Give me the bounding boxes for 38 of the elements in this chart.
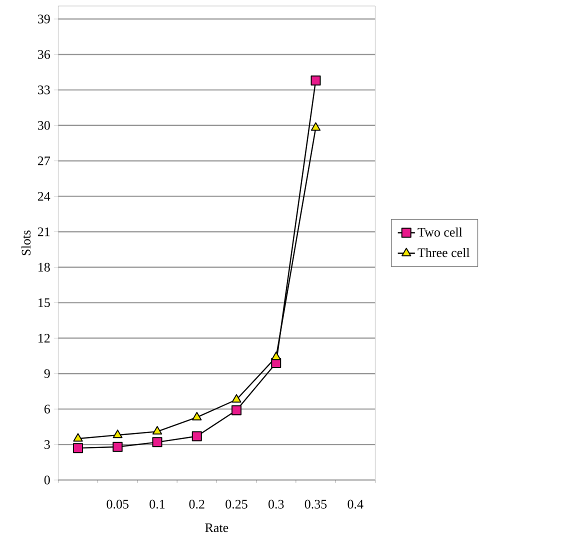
y-tick-label: 3 xyxy=(44,440,50,449)
point xyxy=(192,412,202,420)
y-tick-label: 18 xyxy=(38,262,50,272)
y-tick-label: 36 xyxy=(38,50,50,59)
y-tick-label: 0 xyxy=(44,476,50,484)
point xyxy=(271,352,281,360)
x-tick-label: 0.3 xyxy=(268,500,284,509)
y-tick-label: 15 xyxy=(38,298,50,308)
x-tick-label: 0.05 xyxy=(106,500,128,509)
y-tick-label: 30 xyxy=(38,121,50,130)
point xyxy=(112,442,123,452)
y-tick-label: 39 xyxy=(38,14,50,24)
x-tick-label: 0.4 xyxy=(348,500,364,509)
y-tick-label: 6 xyxy=(44,404,50,414)
point xyxy=(152,437,162,448)
x-axis-title: Rate xyxy=(205,523,228,532)
y-tick-label: 21 xyxy=(38,227,50,236)
point xyxy=(73,433,83,442)
point xyxy=(232,394,242,403)
legend-label: Two cell xyxy=(418,227,462,237)
point xyxy=(112,430,122,438)
point xyxy=(310,75,321,86)
x-tick-label: 0.1 xyxy=(150,500,165,509)
y-axis-title: Slots xyxy=(21,230,31,256)
y-tick-label: 24 xyxy=(38,192,50,201)
point xyxy=(73,443,83,454)
point xyxy=(310,122,321,131)
point xyxy=(232,405,242,416)
y-tick-label: 33 xyxy=(38,86,50,94)
point xyxy=(152,426,162,435)
x-tick-label: 0.25 xyxy=(226,500,248,509)
point xyxy=(192,431,202,442)
y-tick-label: 27 xyxy=(38,156,50,166)
x-tick-label: 0.2 xyxy=(189,500,204,509)
y-tick-label: 12 xyxy=(38,334,50,342)
legend-label: Three cell xyxy=(418,248,470,258)
x-tick-label: 0.35 xyxy=(304,500,327,509)
y-tick-label: 9 xyxy=(44,369,50,378)
